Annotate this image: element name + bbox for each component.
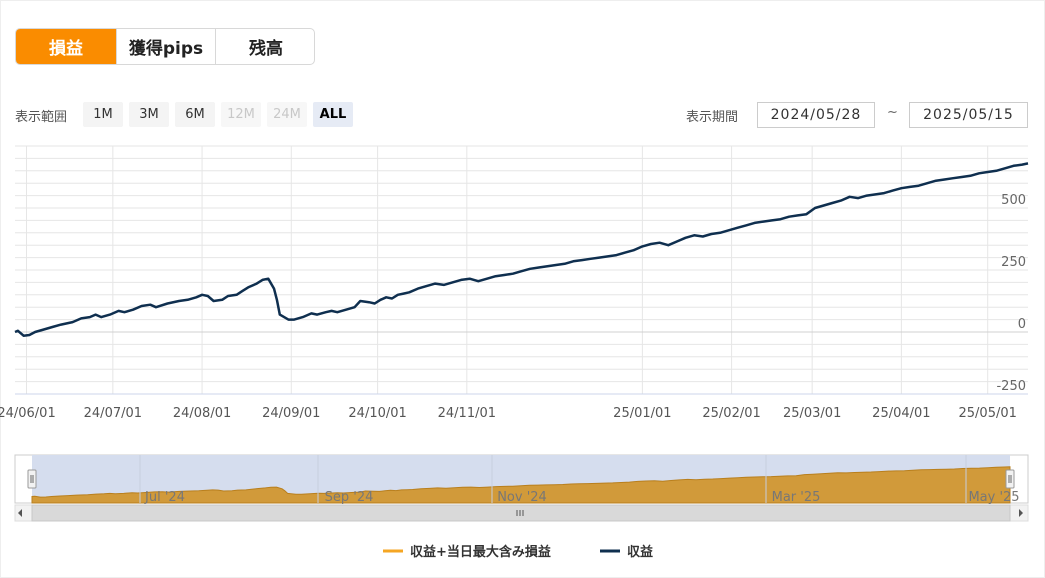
range-button-all[interactable]: ALL [313,102,353,127]
metric-tabs: 損益 獲得pips 残高 [15,28,315,65]
tab-pips[interactable]: 獲得pips [116,29,215,64]
tab-balance[interactable]: 残高 [215,29,314,64]
period-separator: ~ [887,105,898,120]
tab-profit[interactable]: 損益 [16,29,116,64]
range-button-3m[interactable]: 3M [129,102,169,127]
range-button-24m[interactable]: 24M [267,102,307,127]
period-from-input[interactable]: 2024/05/28 [757,102,875,128]
range-button-6m[interactable]: 6M [175,102,215,127]
range-button-1m[interactable]: 1M [83,102,123,127]
range-button-12m[interactable]: 12M [221,102,261,127]
period-to-input[interactable]: 2025/05/15 [909,102,1028,128]
range-label: 表示範囲 [15,110,68,125]
period-label: 表示期間 [686,110,739,125]
